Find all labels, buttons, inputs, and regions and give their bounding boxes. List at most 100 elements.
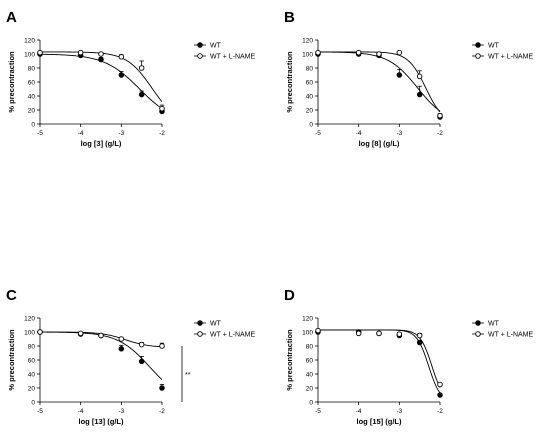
y-tick-label: 100 — [302, 329, 313, 336]
y-tick-label: 80 — [28, 65, 36, 72]
legend-label: WT + L-NAME — [488, 54, 534, 61]
data-point — [138, 358, 145, 365]
legend-marker — [197, 331, 203, 337]
series-wt-l-name — [37, 49, 165, 112]
x-tick-label: -2 — [159, 130, 165, 137]
y-axis-label: % precontraction — [285, 51, 294, 113]
data-point — [37, 49, 43, 56]
panel-a: A 0 20 40 60 80 100 120 -5 -4 -3 -2 log [3] (g/L) % p… — [6, 9, 256, 148]
y-tick-label: 20 — [28, 385, 36, 392]
legend-label: WT + L-NAME — [210, 332, 256, 339]
y-tick-label: 60 — [28, 79, 36, 86]
data-point — [138, 91, 145, 98]
legend-label: WT + L-NAME — [210, 54, 256, 61]
x-axis-label: log [8] (g/L) — [359, 139, 400, 148]
y-tick-label: 120 — [24, 315, 35, 322]
x-tick-label: -3 — [118, 130, 124, 137]
fit-curve — [39, 53, 163, 109]
data-point — [355, 49, 362, 56]
data-point — [138, 341, 145, 348]
data-point — [376, 51, 382, 57]
y-tick-label: 120 — [302, 315, 313, 322]
x-tick-label: -5 — [315, 408, 321, 415]
data-point — [98, 332, 104, 339]
y-tick-label: 40 — [28, 371, 36, 378]
legend-marker — [475, 320, 481, 326]
y-tick-label: 60 — [306, 357, 314, 364]
y-tick-label: 100 — [24, 51, 35, 58]
series-wt — [37, 51, 165, 115]
data-point — [159, 385, 165, 391]
panel-b: B 0 20 40 60 80 100 120 -5 -4 -3 -2 log [8] (g/L) % p… — [284, 9, 534, 148]
fit-curve — [317, 51, 441, 112]
legend-label: WT — [210, 43, 222, 50]
data-point — [416, 339, 423, 346]
y-tick-label: 60 — [306, 79, 314, 86]
legend-marker — [475, 42, 481, 48]
legend-label: WT — [210, 321, 222, 328]
data-point — [315, 327, 321, 334]
data-point — [315, 49, 321, 56]
legend-marker — [475, 53, 481, 59]
series-wt-l-name — [37, 329, 165, 349]
data-point — [138, 65, 145, 71]
fit-curve — [318, 329, 441, 394]
x-tick-label: -4 — [356, 130, 362, 137]
y-tick-label: 20 — [306, 385, 314, 392]
data-point — [437, 381, 443, 388]
data-point — [355, 330, 362, 337]
x-axis-label: log [3] (g/L) — [81, 139, 122, 148]
data-point — [37, 329, 43, 335]
legend-marker — [475, 331, 481, 337]
y-axis-label: % precontraction — [285, 329, 294, 391]
y-tick-label: 80 — [306, 65, 314, 72]
x-tick-label: -5 — [37, 408, 43, 415]
y-tick-label: 40 — [28, 93, 36, 100]
x-tick-label: -4 — [78, 130, 84, 137]
data-point — [77, 330, 84, 337]
panel-c: C 0 20 40 60 80 100 120 -5 -4 -3 -2 log [13] (g/L) % … — [6, 287, 256, 426]
y-tick-label: 40 — [306, 371, 314, 378]
data-point — [159, 343, 165, 349]
y-tick-label: 0 — [31, 121, 35, 128]
y-tick-label: 60 — [28, 357, 36, 364]
x-tick-label: -5 — [315, 130, 321, 137]
data-point — [376, 330, 382, 337]
series-wt-l-name — [315, 327, 443, 388]
data-point — [98, 56, 104, 63]
x-tick-label: -3 — [396, 130, 402, 137]
y-tick-label: 120 — [302, 37, 313, 44]
legend-marker — [197, 42, 203, 48]
x-tick-label: -3 — [396, 408, 402, 415]
y-tick-label: 0 — [309, 399, 313, 406]
data-point — [98, 51, 104, 57]
x-tick-label: -5 — [37, 130, 43, 137]
fit-curve — [318, 51, 441, 113]
significance-label: ** — [185, 372, 191, 379]
data-point — [396, 72, 403, 78]
data-point — [437, 112, 443, 119]
panel-letter: C — [6, 287, 17, 304]
legend-marker — [197, 320, 203, 326]
data-point — [437, 392, 443, 398]
x-tick-label: -2 — [437, 408, 443, 415]
data-point — [396, 49, 403, 56]
y-tick-label: 100 — [24, 329, 35, 336]
panel-letter: B — [284, 9, 295, 26]
y-tick-label: 0 — [31, 399, 35, 406]
x-axis-label: log [15] (g/L) — [357, 417, 402, 426]
panel-letter: D — [284, 287, 295, 304]
legend-label: WT + L-NAME — [488, 332, 534, 339]
panel-letter: A — [6, 9, 17, 26]
x-tick-label: -2 — [437, 130, 443, 137]
x-tick-label: -3 — [118, 408, 124, 415]
fit-curve — [318, 329, 441, 388]
y-tick-label: 80 — [306, 343, 314, 350]
data-point — [416, 91, 423, 98]
y-axis-label: % precontraction — [7, 51, 16, 113]
series-wt — [315, 329, 443, 398]
data-point — [118, 54, 125, 60]
y-tick-label: 20 — [28, 107, 36, 114]
x-tick-label: -4 — [78, 408, 84, 415]
